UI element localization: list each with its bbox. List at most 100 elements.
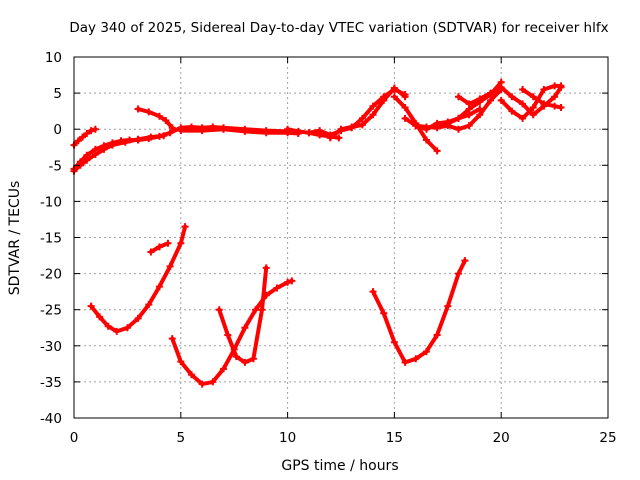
data-point [461,257,469,265]
data-point [557,104,565,112]
data-point [177,127,185,135]
data-point [83,130,91,138]
data-point [454,125,462,133]
data-point [121,138,129,146]
data-point [519,100,527,108]
data-point [162,117,170,125]
data-point [224,331,232,339]
x-tick-label: 15 [386,430,403,446]
data-point [220,365,228,373]
data-point [155,243,163,251]
data-point [273,284,281,292]
data-point [390,338,398,346]
y-tick-label: -5 [49,158,62,174]
data-point [380,96,388,104]
data-point [476,111,484,119]
data-point [113,327,121,335]
data-point [369,288,377,296]
data-point [465,122,473,130]
data-point [87,127,95,135]
data-point [508,93,516,101]
data-point [104,322,112,330]
x-tick-label: 20 [493,430,510,446]
data-point [358,114,366,122]
data-point [540,85,548,93]
data-point [305,129,313,137]
data-point [155,283,163,291]
data-point [444,302,452,310]
data-point [262,129,270,137]
data-point [145,135,153,143]
data-point [401,358,409,366]
data-point [83,156,91,164]
data-point [401,114,409,122]
y-tick-label: -35 [40,375,62,391]
data-point [519,114,527,122]
data-point [91,150,99,158]
data-point [454,93,462,101]
data-point [358,121,366,129]
y-tick-label: -25 [40,303,62,319]
data-point [249,355,257,363]
data-point [100,145,108,153]
data-point [294,127,302,135]
data-point [209,378,217,386]
data-series [70,78,565,388]
data-point [422,123,430,131]
data-point [134,136,142,144]
y-tick-label: -30 [40,339,62,355]
data-point [369,111,377,119]
data-point [177,358,185,366]
data-point [134,314,142,322]
data-point [551,82,559,90]
y-tick-label: 0 [53,122,62,138]
data-point [335,134,343,142]
y-tick-label: -15 [40,231,62,247]
data-point [497,83,505,91]
data-point [187,371,195,379]
data-point [181,223,189,231]
data-point [147,248,155,256]
data-point [177,239,185,247]
data-point [241,127,249,135]
data-point [551,102,559,110]
data-point [454,114,462,122]
data-point [380,309,388,317]
x-tick-label: 10 [279,430,296,446]
x-tick-label: 5 [177,430,186,446]
data-point [258,306,266,314]
data-point [123,324,131,332]
data-point [369,102,377,110]
data-point [252,306,260,314]
data-point [91,125,99,133]
data-point [412,355,420,363]
x-axis-label: GPS time / hours [281,458,398,474]
y-tick-label: -20 [40,267,62,283]
data-point [155,112,163,120]
data-point [164,239,172,247]
data-point [508,107,516,115]
data-point [557,82,565,90]
data-point [220,125,228,133]
data-point [134,105,142,113]
data-point [145,108,153,116]
data-point [412,122,420,130]
x-tick-label: 25 [599,430,616,446]
data-point [422,136,430,144]
series-arc-u [371,258,467,365]
data-point [316,127,324,135]
data-point [454,270,462,278]
data-point [166,262,174,270]
data-point [401,104,409,112]
data-point [166,129,174,137]
y-tick-label: -10 [40,194,62,210]
data-point [284,125,292,133]
data-point [529,104,537,112]
data-point [529,93,537,101]
data-point [241,358,249,366]
data-point [465,100,473,108]
chart-title: Day 340 of 2025, Sidereal Day-to-day VTE… [69,20,608,36]
data-point [433,122,441,130]
